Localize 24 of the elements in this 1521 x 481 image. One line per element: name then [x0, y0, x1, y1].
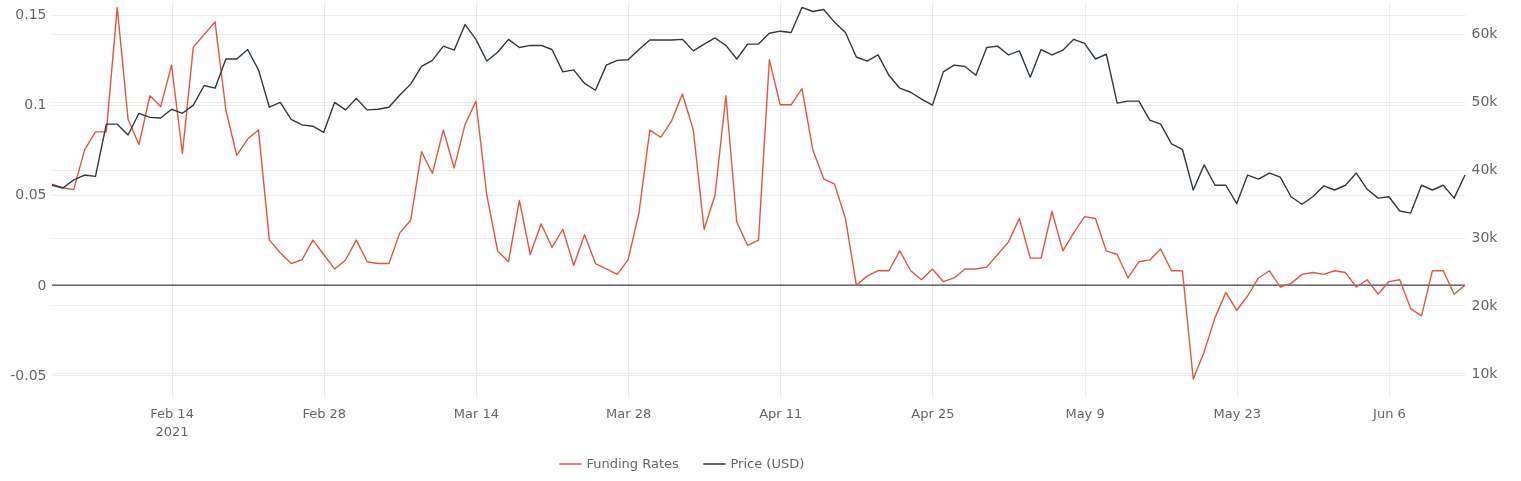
line-series: [51, 6, 1466, 380]
y2-tick-label: 10k: [1471, 364, 1499, 381]
x-tick-label: Apr 25: [911, 405, 955, 421]
legend-label: Funding Rates: [586, 456, 680, 471]
x-tick-label: Mar 14: [453, 405, 499, 421]
y-tick-label: 0.15: [15, 6, 47, 23]
y-tick-label: 0.05: [15, 186, 47, 203]
y2-tick-label: 50k: [1471, 93, 1499, 110]
legend-label: Price (USD): [730, 456, 805, 471]
y-tick-label: 0.1: [24, 96, 47, 113]
x-tick-label: May 23: [1213, 405, 1262, 421]
x-tick-label: May 9: [1065, 405, 1105, 421]
y-tick-label: 0: [37, 276, 47, 293]
y2-tick-label: 30k: [1471, 229, 1499, 246]
x-tick-label: Jun 6: [1372, 405, 1406, 421]
x-tick-label: Feb 14 2021: [150, 405, 194, 439]
x-tick-label: Apr 11: [759, 405, 803, 421]
y2-tick-label: 60k: [1471, 25, 1499, 42]
x-tick-label: Feb 28: [302, 405, 347, 421]
y2-tick-label: 20k: [1471, 296, 1499, 313]
y-tick-label: -0.05: [10, 366, 47, 383]
x-tick-label: Mar 28: [605, 405, 652, 421]
line-series: [51, 6, 1466, 214]
y2-tick-label: 40k: [1471, 161, 1499, 178]
